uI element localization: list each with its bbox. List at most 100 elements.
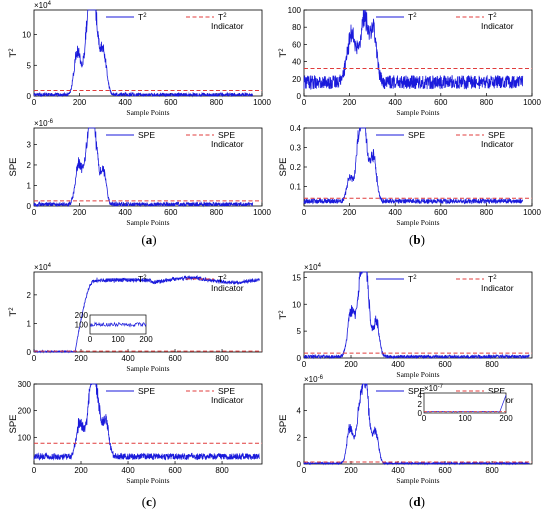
- y-tick-label: 80: [292, 23, 301, 32]
- inset-y-tick-label: 100: [75, 321, 89, 330]
- x-axis-label: Sample Points: [396, 476, 439, 485]
- x-axis-label: Sample Points: [126, 108, 169, 117]
- y-tick-label: 2: [27, 291, 32, 300]
- x-axis-label: Sample Points: [126, 364, 169, 373]
- x-tick-label: 600: [434, 208, 448, 217]
- series-line: [303, 9, 524, 90]
- x-tick-label: 200: [343, 98, 357, 107]
- chart-panel-b-lower: 0 200 400 600 800 1000 0.1 0.2 0.3 0.4 SPE Sample P…: [278, 124, 541, 227]
- legend-series-label: T2: [138, 274, 147, 284]
- x-tick-label: 200: [73, 208, 87, 217]
- y-tick-label: 5: [27, 61, 32, 70]
- y-tick-label: 15: [292, 273, 301, 282]
- panel-caption-d: (d): [409, 494, 425, 509]
- x-tick-label: 0: [32, 466, 37, 475]
- inset-multiplier: ×10-7: [424, 384, 444, 393]
- x-tick-label: 0: [32, 98, 37, 107]
- y-tick-label: 2: [297, 433, 302, 442]
- legend-series-label: T2: [408, 274, 417, 284]
- inset-x-tick-label: 0: [422, 414, 427, 423]
- series-line: [303, 127, 524, 205]
- x-tick-label: 800: [485, 360, 499, 369]
- y-tick-label: 0.2: [290, 163, 302, 172]
- series-line: [33, 383, 260, 461]
- x-tick-label: 0: [302, 466, 307, 475]
- panel-caption-a: (a): [141, 232, 156, 247]
- x-tick-label: 800: [480, 208, 494, 217]
- x-tick-label: 400: [389, 98, 403, 107]
- y-axis-label: SPE: [8, 414, 19, 433]
- y-tick-label: 0: [27, 202, 32, 211]
- plot-frame: [33, 271, 263, 353]
- legend-threshold-label: Indicator: [211, 21, 244, 31]
- legend-threshold-label: Indicator: [481, 283, 514, 293]
- y-tick-label: 0: [27, 348, 32, 357]
- y-tick-label: 0.3: [290, 144, 302, 153]
- x-tick-label: 400: [391, 466, 405, 475]
- legend-series-label: T2: [408, 12, 417, 22]
- y-tick-label: 5: [297, 327, 302, 336]
- inset-frame: [423, 392, 507, 414]
- x-tick-label: 800: [210, 98, 224, 107]
- chart-panel-c-lower: 0 200 400 600 800 100 200 300 SPE Sample Points SP…: [8, 380, 263, 485]
- y-axis-label: T2: [278, 48, 289, 58]
- x-tick-label: 600: [164, 98, 178, 107]
- x-axis-label: Sample Points: [396, 218, 439, 227]
- x-tick-label: 400: [389, 208, 403, 217]
- y-axis-label: T2: [8, 48, 19, 58]
- legend-threshold-label: Indicator: [481, 139, 514, 149]
- legend-threshold-label: Indicator: [211, 139, 244, 149]
- chart-panel-b-upper: 0 200 400 600 800 1000 0 20 40 60 80 100 T2 Sample Po…: [278, 6, 541, 117]
- x-tick-label: 600: [438, 466, 452, 475]
- y-axis-label: T2: [8, 307, 19, 317]
- legend-series-label: T2: [138, 12, 147, 22]
- legend-threshold-label: SPE: [218, 386, 235, 396]
- y-tick-label: 1: [27, 319, 32, 328]
- y-tick-label: 0.4: [290, 124, 302, 133]
- x-tick-label: 400: [121, 354, 135, 363]
- y-axis-label: SPE: [8, 157, 19, 176]
- x-tick-label: 1000: [523, 208, 541, 217]
- legend-series-label: SPE: [408, 386, 425, 396]
- x-tick-label: 200: [74, 354, 88, 363]
- legend-threshold-label: SPE: [488, 130, 505, 140]
- panel-caption-b: (b): [409, 232, 425, 247]
- x-tick-label: 200: [74, 466, 88, 475]
- y-tick-label: 200: [18, 407, 32, 416]
- legend-threshold-label: SPE: [218, 130, 235, 140]
- x-tick-label: 0: [32, 208, 37, 217]
- inset-y-tick-label: 4: [418, 391, 423, 400]
- x-tick-label: 200: [343, 208, 357, 217]
- y-tick-label: 40: [292, 58, 301, 67]
- x-tick-label: 400: [119, 98, 133, 107]
- legend-threshold-label: Indicator: [211, 395, 244, 405]
- axis-multiplier: ×104: [34, 1, 52, 10]
- x-tick-label: 200: [73, 98, 87, 107]
- x-tick-label: 400: [391, 360, 405, 369]
- inset-x-tick-label: 200: [139, 335, 153, 344]
- y-tick-label: 4: [297, 407, 302, 416]
- x-tick-label: 800: [485, 466, 499, 475]
- axis-multiplier: ×104: [304, 263, 322, 272]
- x-tick-label: 800: [480, 98, 494, 107]
- legend-threshold-label: Indicator: [211, 283, 244, 293]
- legend-threshold-label: Indicator: [481, 21, 514, 31]
- inset-series-line: [89, 321, 147, 328]
- x-tick-label: 400: [119, 208, 133, 217]
- legend-series-label: SPE: [138, 130, 155, 140]
- x-tick-label: 600: [164, 208, 178, 217]
- legend-series-label: SPE: [408, 130, 425, 140]
- series-line: [303, 271, 530, 360]
- x-axis-label: Sample Points: [396, 108, 439, 117]
- y-axis-label: SPE: [278, 414, 289, 433]
- x-tick-label: 200: [344, 360, 358, 369]
- y-tick-label: 100: [288, 6, 302, 15]
- y-axis-label: T2: [278, 310, 289, 320]
- x-tick-label: 600: [168, 466, 182, 475]
- y-tick-label: 0.1: [290, 183, 302, 192]
- plot-frame: [303, 9, 533, 97]
